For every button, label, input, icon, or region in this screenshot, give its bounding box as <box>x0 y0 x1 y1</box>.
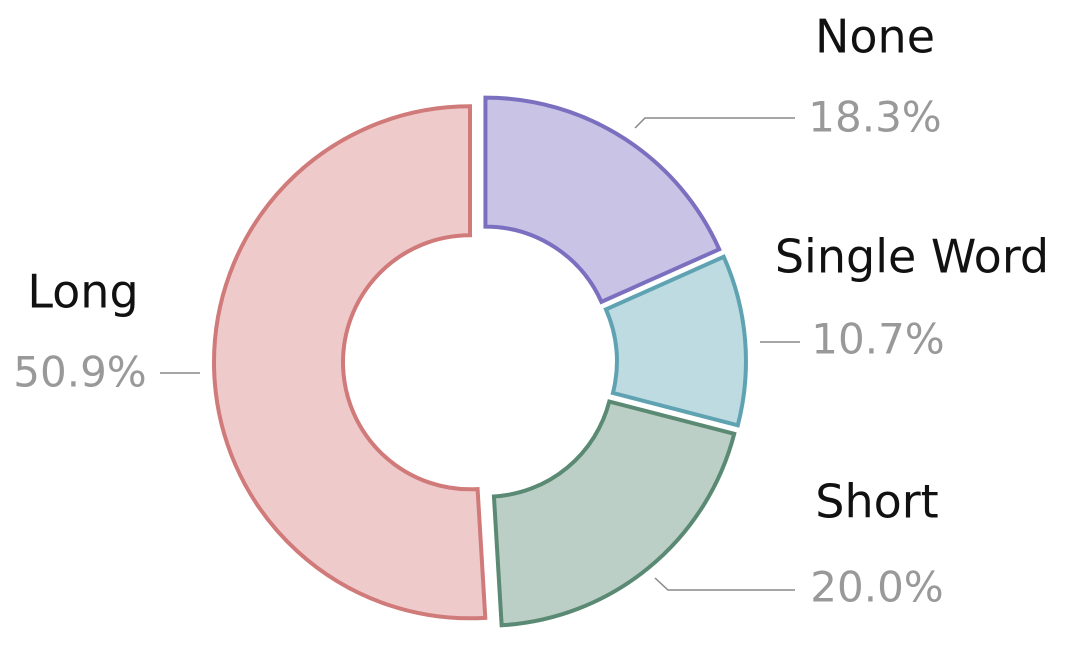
slice-label: None <box>815 10 935 64</box>
value-label: 18.3% <box>808 93 941 142</box>
slice <box>491 399 737 628</box>
value-label: 50.9% <box>13 348 146 397</box>
slice <box>212 104 488 621</box>
leader-line <box>654 577 795 591</box>
leader-line <box>634 117 795 129</box>
slice-label: Long <box>27 265 138 319</box>
slice-label: Single Word <box>775 230 1049 284</box>
value-label: 20.0% <box>810 563 943 612</box>
slice <box>603 254 748 428</box>
slice-label: Short <box>815 475 938 529</box>
slice <box>483 95 722 305</box>
value-label: 10.7% <box>811 315 944 364</box>
